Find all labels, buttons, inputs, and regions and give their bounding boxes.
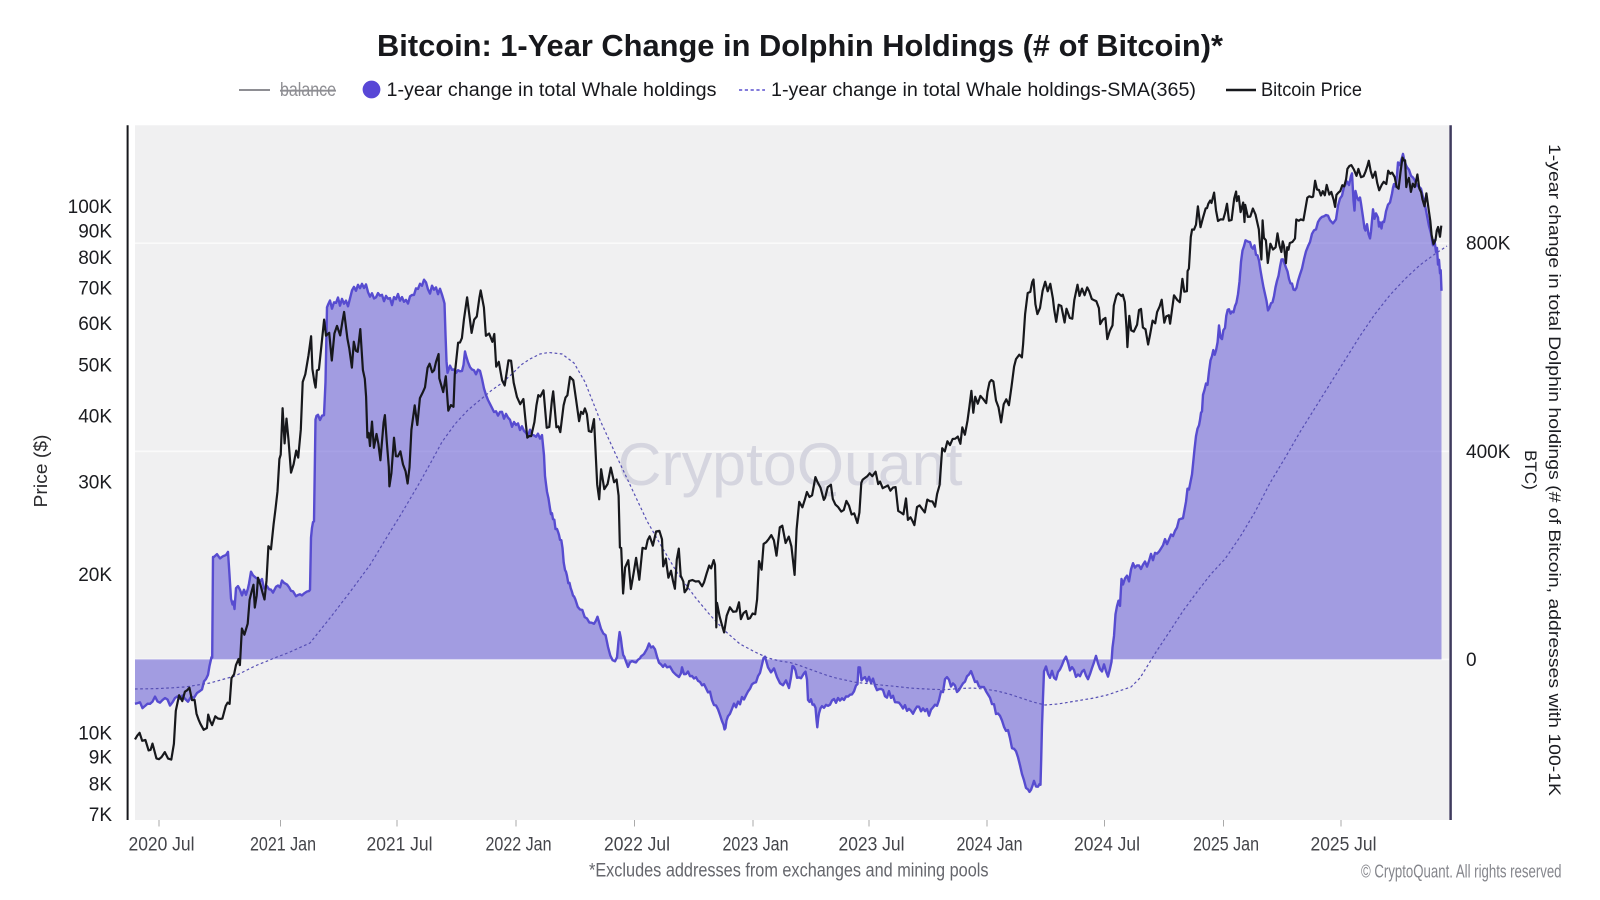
svg-text:90K: 90K: [78, 221, 112, 242]
svg-text:1-year change in total Whale h: 1-year change in total Whale holdings-SM…: [771, 80, 1196, 101]
svg-text:© CryptoQuant. All rights rese: © CryptoQuant. All rights reserved: [1361, 862, 1562, 882]
svg-text:80K: 80K: [78, 248, 112, 269]
svg-text:800K: 800K: [1466, 234, 1511, 255]
svg-text:Price ($): Price ($): [31, 435, 51, 508]
svg-text:20K: 20K: [78, 565, 112, 586]
svg-text:CryptoQuant: CryptoQuant: [618, 431, 963, 498]
svg-text:2021 Jul: 2021 Jul: [367, 835, 433, 856]
svg-text:100K: 100K: [68, 197, 113, 218]
svg-text:2022 Jul: 2022 Jul: [604, 835, 670, 856]
svg-text:2021 Jan: 2021 Jan: [250, 835, 316, 856]
svg-text:50K: 50K: [78, 356, 112, 377]
svg-text:2023 Jul: 2023 Jul: [839, 835, 905, 856]
svg-text:0: 0: [1466, 650, 1477, 671]
svg-text:2020 Jul: 2020 Jul: [129, 835, 195, 856]
svg-text:2025 Jul: 2025 Jul: [1311, 835, 1377, 856]
svg-text:2025 Jan: 2025 Jan: [1193, 835, 1259, 856]
svg-text:400K: 400K: [1466, 442, 1511, 463]
svg-text:9K: 9K: [89, 748, 113, 769]
svg-text:40K: 40K: [78, 407, 112, 428]
svg-text:7K: 7K: [89, 805, 113, 826]
svg-text:1-year change in total Dolphin: 1-year change in total Dolphin holdings …: [1545, 144, 1564, 797]
svg-text:Bitcoin Price: Bitcoin Price: [1261, 80, 1362, 101]
svg-text:8K: 8K: [89, 774, 113, 795]
svg-text:*Excludes addresses from excha: *Excludes addresses from exchanges and m…: [589, 861, 989, 882]
svg-text:BTC): BTC): [1521, 450, 1540, 490]
svg-text:60K: 60K: [78, 314, 112, 335]
svg-text:2024 Jan: 2024 Jan: [957, 835, 1023, 856]
svg-text:balance: balance: [280, 80, 336, 101]
svg-text:30K: 30K: [78, 472, 112, 493]
svg-text:10K: 10K: [78, 723, 112, 744]
svg-text:2022 Jan: 2022 Jan: [486, 835, 552, 856]
svg-text:1-year change in total Whale h: 1-year change in total Whale holdings: [387, 80, 717, 101]
svg-text:Bitcoin: 1-Year Change in Dolp: Bitcoin: 1-Year Change in Dolphin Holdin…: [377, 28, 1224, 63]
svg-text:2024 Jul: 2024 Jul: [1074, 835, 1140, 856]
svg-text:2023 Jan: 2023 Jan: [723, 835, 789, 856]
svg-text:70K: 70K: [78, 279, 112, 300]
